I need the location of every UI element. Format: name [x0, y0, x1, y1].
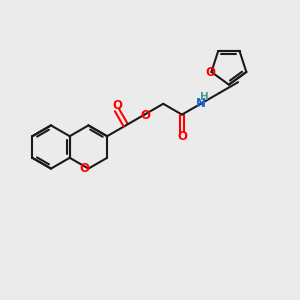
Text: O: O — [140, 109, 150, 122]
Text: O: O — [80, 162, 90, 175]
Text: N: N — [196, 97, 206, 110]
Text: O: O — [206, 66, 216, 79]
Text: H: H — [200, 92, 208, 102]
Text: O: O — [112, 99, 122, 112]
Text: O: O — [177, 130, 187, 143]
